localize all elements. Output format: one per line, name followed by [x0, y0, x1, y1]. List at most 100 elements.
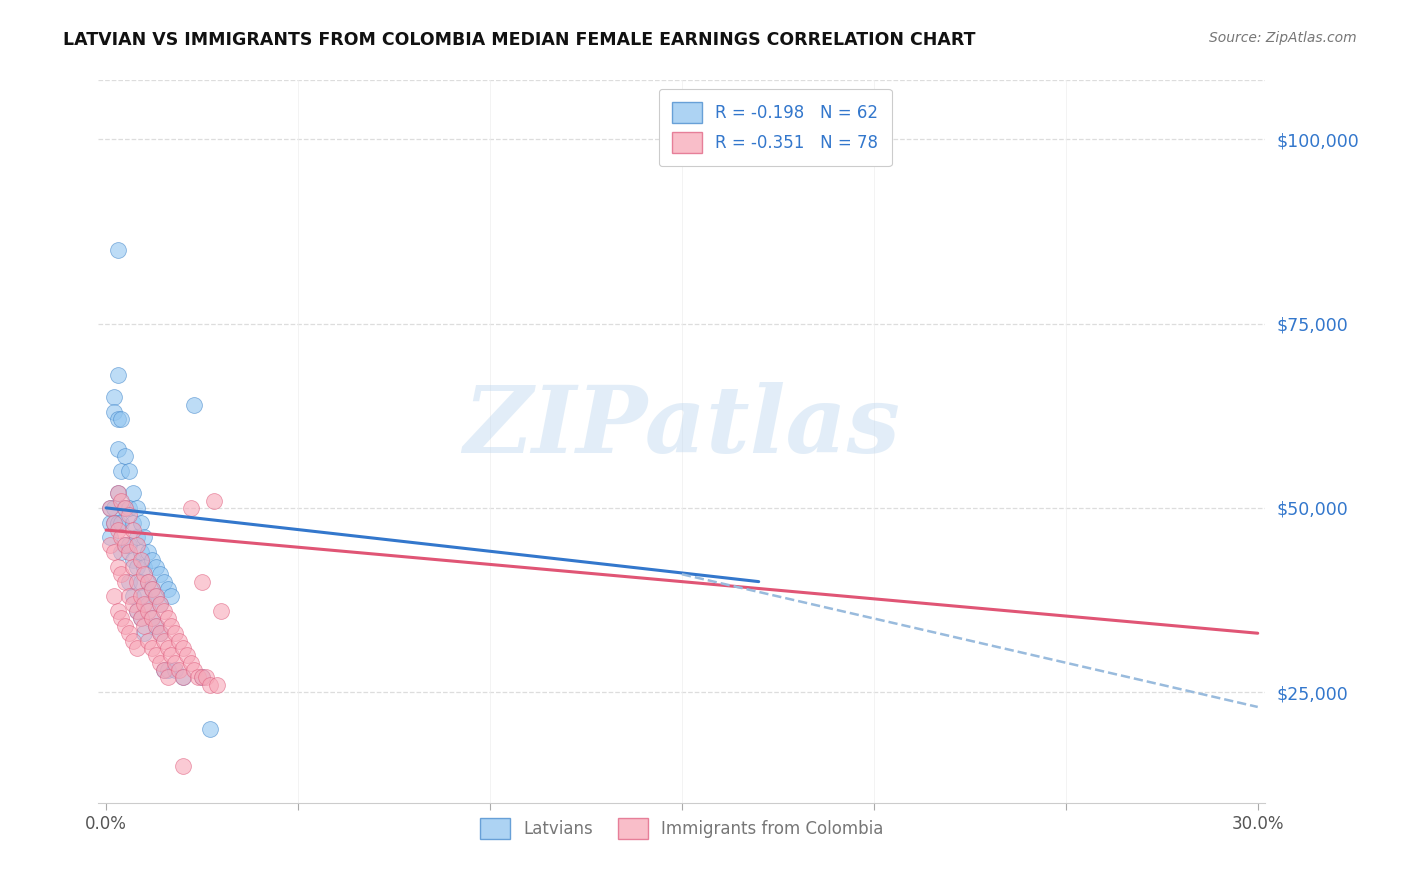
Point [107, 486, 129, 500]
Point [134, 619, 156, 633]
Point [103, 516, 125, 530]
Point [165, 663, 187, 677]
Point [98, 500, 121, 515]
Point [107, 486, 129, 500]
Point [145, 619, 167, 633]
Point [149, 656, 172, 670]
Point [141, 552, 163, 566]
Point [114, 619, 136, 633]
Point [167, 663, 190, 677]
Point [125, 604, 148, 618]
Point [122, 560, 145, 574]
Point [141, 611, 163, 625]
Point [134, 590, 156, 604]
Point [118, 464, 141, 478]
Point [134, 597, 156, 611]
Point [183, 663, 205, 677]
Point [114, 574, 136, 589]
Point [194, 670, 217, 684]
Point [141, 640, 163, 655]
Point [165, 656, 187, 670]
Point [103, 405, 125, 419]
Point [114, 500, 136, 515]
Point [122, 486, 145, 500]
Point [122, 590, 145, 604]
Point [114, 538, 136, 552]
Point [114, 450, 136, 464]
Point [125, 574, 148, 589]
Point [176, 648, 198, 663]
Point [107, 368, 129, 383]
Point [156, 663, 179, 677]
Point [202, 493, 225, 508]
Point [134, 567, 156, 582]
Point [118, 574, 141, 589]
Point [122, 516, 145, 530]
Point [152, 633, 174, 648]
Point [125, 560, 148, 574]
Point [145, 590, 167, 604]
Point [160, 619, 183, 633]
Point [156, 611, 179, 625]
Point [136, 633, 159, 648]
Point [156, 670, 179, 684]
Point [103, 590, 125, 604]
Point [134, 560, 156, 574]
Point [107, 516, 129, 530]
Point [118, 500, 141, 515]
Point [103, 500, 125, 515]
Point [156, 640, 179, 655]
Point [198, 678, 221, 692]
Point [172, 640, 194, 655]
Point [125, 500, 148, 515]
Point [125, 538, 148, 552]
Point [118, 538, 141, 552]
Point [152, 663, 174, 677]
Point [125, 640, 148, 655]
Point [191, 574, 214, 589]
Point [129, 574, 152, 589]
Point [107, 560, 129, 574]
Point [172, 670, 194, 684]
Point [149, 626, 172, 640]
Point [145, 590, 167, 604]
Point [110, 412, 132, 426]
Point [98, 516, 121, 530]
Point [136, 545, 159, 559]
Point [118, 545, 141, 559]
Point [129, 611, 152, 625]
Point [136, 574, 159, 589]
Point [125, 604, 148, 618]
Point [110, 530, 132, 544]
Point [165, 626, 187, 640]
Point [152, 663, 174, 677]
Point [129, 611, 152, 625]
Point [149, 567, 172, 582]
Point [114, 538, 136, 552]
Point [122, 552, 145, 566]
Point [98, 530, 121, 544]
Point [110, 611, 132, 625]
Point [145, 619, 167, 633]
Point [134, 530, 156, 544]
Point [172, 670, 194, 684]
Point [107, 604, 129, 618]
Point [118, 626, 141, 640]
Point [98, 538, 121, 552]
Legend: Latvians, Immigrants from Colombia: Latvians, Immigrants from Colombia [467, 805, 897, 852]
Point [156, 582, 179, 596]
Point [180, 656, 202, 670]
Point [107, 442, 129, 456]
Point [149, 597, 172, 611]
Point [187, 670, 209, 684]
Point [118, 508, 141, 523]
Point [207, 678, 229, 692]
Point [149, 626, 172, 640]
Point [141, 582, 163, 596]
Point [149, 597, 172, 611]
Text: LATVIAN VS IMMIGRANTS FROM COLOMBIA MEDIAN FEMALE EARNINGS CORRELATION CHART: LATVIAN VS IMMIGRANTS FROM COLOMBIA MEDI… [63, 31, 976, 49]
Point [125, 530, 148, 544]
Point [129, 516, 152, 530]
Point [141, 582, 163, 596]
Point [110, 567, 132, 582]
